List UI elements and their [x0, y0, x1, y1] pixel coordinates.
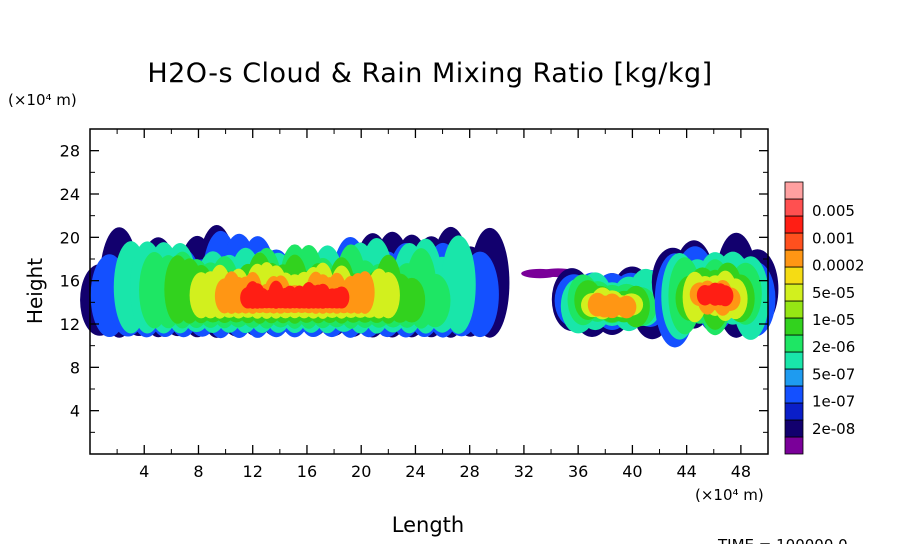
colorbar-label: 0.0002 [812, 257, 865, 275]
chart-title: H2O-s Cloud & Rain Mixing Ratio [kg/kg] [147, 58, 712, 89]
y-tick-label: 12 [60, 315, 80, 334]
colorbar-label: 5e-07 [812, 365, 855, 383]
colorbar-swatch [784, 232, 804, 251]
colorbar-label: 5e-05 [812, 284, 855, 302]
y-tick-label: 24 [60, 185, 80, 204]
colorbar-swatch [784, 198, 804, 217]
colorbar-swatch [784, 266, 804, 285]
colorbar-swatch [784, 249, 804, 268]
colorbar: 0.005 0.001 0.0002 5e-05 1e-05 2e-06 5e-07 1e-0… [784, 181, 865, 455]
y-tick-label: 20 [60, 228, 80, 247]
x-tick-label: 28 [460, 462, 480, 481]
cloud-contour-fill [376, 271, 400, 319]
y-tick-label: 28 [60, 142, 80, 161]
colorbar-swatch [784, 317, 804, 336]
cloud-contour-fill [333, 286, 350, 309]
cloud-contour-fill [398, 277, 426, 323]
colorbar-label: 2e-08 [812, 420, 855, 438]
colorbar-label: 1e-05 [812, 311, 855, 329]
y-tick-label: 4 [70, 402, 80, 421]
x-tick-label: 20 [351, 462, 371, 481]
cloud-contour-fill [419, 273, 451, 328]
colorbar-label: 0.001 [812, 229, 855, 247]
x-tick-label: 32 [514, 462, 534, 481]
plot-frame [89, 128, 769, 455]
colorbar-swatch [784, 334, 804, 353]
cloud-contour-fill [616, 295, 637, 319]
y-axis-label: Height [23, 258, 47, 324]
x-tick-label: 36 [568, 462, 588, 481]
colorbar-swatch [784, 300, 804, 319]
x-tick-label: 8 [193, 462, 203, 481]
cloud-contour-fill [355, 271, 375, 314]
y-ticks: 4 8 12 16 20 24 28 [60, 142, 768, 433]
time-footer: TIME = 100000.0 [717, 536, 848, 544]
cloud-contour-fill [717, 285, 734, 307]
x-tick-label: 16 [297, 462, 317, 481]
x-tick-label: 48 [731, 462, 751, 481]
colorbar-swatch [784, 181, 804, 200]
x-axis-unit: (×10⁴ m) [695, 486, 764, 504]
colorbar-swatch [784, 351, 804, 370]
x-tick-label: 12 [243, 462, 263, 481]
colorbar-swatch [784, 385, 804, 404]
colorbar-swatch [784, 402, 804, 421]
x-tick-label: 44 [676, 462, 696, 481]
x-axis-label: Length [392, 513, 464, 537]
x-tick-label: 40 [622, 462, 642, 481]
y-axis-unit: (×10⁴ m) [8, 91, 77, 109]
x-ticks: 4 8 12 16 20 24 28 32 36 40 44 48 [116, 129, 751, 481]
colorbar-swatch [784, 283, 804, 302]
colorbar-swatch [784, 368, 804, 387]
cloud-field [80, 225, 779, 348]
colorbar-label: 0.005 [812, 202, 855, 220]
colorbar-swatch [784, 419, 804, 438]
y-tick-label: 16 [60, 272, 80, 291]
colorbar-label: 1e-07 [812, 393, 855, 411]
y-tick-label: 8 [70, 358, 80, 377]
colorbar-swatch [784, 436, 804, 455]
colorbar-label: 2e-06 [812, 338, 855, 356]
colorbar-swatch [784, 215, 804, 234]
cloud-contour-fill [441, 235, 476, 334]
x-tick-label: 24 [405, 462, 425, 481]
x-tick-label: 4 [139, 462, 149, 481]
